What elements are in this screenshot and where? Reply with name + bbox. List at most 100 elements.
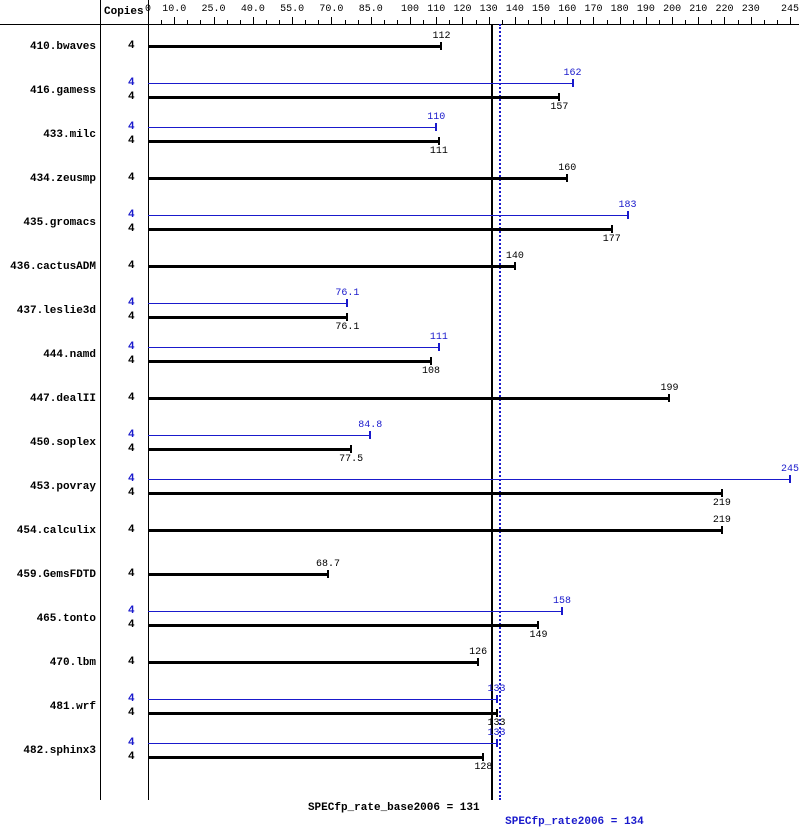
axis-minor-tick xyxy=(554,20,555,24)
axis-tick-label: 120 xyxy=(453,4,471,15)
copies-label-peak: 4 xyxy=(128,429,135,441)
bar-end-tick-base xyxy=(350,445,352,453)
copies-label-peak: 4 xyxy=(128,297,135,309)
bar-peak xyxy=(148,611,562,612)
bar-end-tick-peak xyxy=(627,211,629,219)
bar-base xyxy=(148,96,559,99)
axis-tick-label: 110 xyxy=(427,4,445,15)
axis-tick-label: 85.0 xyxy=(359,4,383,15)
bar-end-tick-base xyxy=(514,262,516,270)
bar-value-base: 128 xyxy=(474,762,492,773)
benchmark-label: 434.zeusmp xyxy=(30,173,96,185)
axis-major-tick xyxy=(567,17,568,24)
bar-base xyxy=(148,316,347,319)
axis-minor-tick xyxy=(358,20,359,24)
bar-end-tick-peak xyxy=(438,343,440,351)
copies-label-base: 4 xyxy=(128,355,135,367)
bar-base xyxy=(148,712,497,715)
bar-value-base: 160 xyxy=(558,163,576,174)
bar-end-tick-base xyxy=(438,137,440,145)
bar-value-peak: 84.8 xyxy=(358,420,382,431)
benchmark-label: 437.leslie3d xyxy=(17,305,96,317)
axis-tick-label: 210 xyxy=(689,4,707,15)
bar-base xyxy=(148,228,612,231)
benchmark-label: 465.tonto xyxy=(37,613,96,625)
bar-end-tick-base xyxy=(558,93,560,101)
copies-label-base: 4 xyxy=(128,707,135,719)
bar-base xyxy=(148,529,722,532)
bar-end-tick-peak xyxy=(496,695,498,703)
axis-minor-tick xyxy=(200,20,201,24)
copies-label-base: 4 xyxy=(128,619,135,631)
bar-base xyxy=(148,397,669,400)
copies-label-peak: 4 xyxy=(128,605,135,617)
bar-end-tick-base xyxy=(611,225,613,233)
bar-value-peak: 158 xyxy=(553,596,571,607)
bar-value-base: 219 xyxy=(713,515,731,526)
benchmark-label: 444.namd xyxy=(43,349,96,361)
bar-value-base: 177 xyxy=(603,234,621,245)
axis-minor-tick xyxy=(423,20,424,24)
bar-peak xyxy=(148,479,790,480)
axis-tick-label: 55.0 xyxy=(280,4,304,15)
copies-label: 4 xyxy=(128,260,135,272)
axis-tick-label: 25.0 xyxy=(202,4,226,15)
copies-col-border xyxy=(100,0,101,800)
copies-label-peak: 4 xyxy=(128,737,135,749)
axis-major-tick xyxy=(515,17,516,24)
copies-label-peak: 4 xyxy=(128,693,135,705)
bar-value-base: 219 xyxy=(713,498,731,509)
axis-minor-tick xyxy=(711,20,712,24)
bar-base xyxy=(148,756,483,759)
bar-value-base: 76.1 xyxy=(335,322,359,333)
benchmark-label: 435.gromacs xyxy=(23,217,96,229)
axis-major-tick xyxy=(593,17,594,24)
axis-major-tick xyxy=(436,17,437,24)
bar-base xyxy=(148,448,351,451)
bar-peak xyxy=(148,83,573,84)
benchmark-label: 481.wrf xyxy=(50,701,96,713)
benchmark-label: 410.bwaves xyxy=(30,41,96,53)
bar-base xyxy=(148,360,431,363)
bar-peak xyxy=(148,699,497,700)
axis-major-tick xyxy=(698,17,699,24)
copies-label-base: 4 xyxy=(128,751,135,763)
copies-label: 4 xyxy=(128,40,135,52)
copies-label-base: 4 xyxy=(128,135,135,147)
bar-base xyxy=(148,573,328,576)
axis-major-tick xyxy=(751,17,752,24)
axis-major-tick xyxy=(371,17,372,24)
axis-tick-label: 130 xyxy=(480,4,498,15)
axis-major-tick xyxy=(174,17,175,24)
bar-end-tick-base xyxy=(721,526,723,534)
axis-major-tick xyxy=(331,17,332,24)
axis-minor-tick xyxy=(633,20,634,24)
bar-end-tick-peak xyxy=(789,475,791,483)
bar-value-peak: 162 xyxy=(564,68,582,79)
benchmark-label: 450.soplex xyxy=(30,437,96,449)
copies-label-peak: 4 xyxy=(128,121,135,133)
bar-base xyxy=(148,492,722,495)
bar-end-tick-base xyxy=(496,709,498,717)
bar-base xyxy=(148,140,439,143)
axis-tick-label: 140 xyxy=(506,4,524,15)
axis-major-tick xyxy=(148,17,149,24)
axis-major-tick xyxy=(462,17,463,24)
bar-value-peak: 245 xyxy=(781,464,799,475)
axis-major-tick xyxy=(214,17,215,24)
axis-minor-tick xyxy=(502,20,503,24)
axis-minor-tick xyxy=(685,20,686,24)
axis-minor-tick xyxy=(240,20,241,24)
bar-end-tick-base xyxy=(537,621,539,629)
copies-label-base: 4 xyxy=(128,91,135,103)
bar-value-base: 157 xyxy=(550,102,568,113)
bar-end-tick-peak xyxy=(435,123,437,131)
axis-tick-label: 100 xyxy=(401,4,419,15)
bar-peak xyxy=(148,127,436,128)
benchmark-label: 482.sphinx3 xyxy=(23,745,96,757)
bar-peak xyxy=(148,743,497,744)
axis-tick-label: 70.0 xyxy=(319,4,343,15)
benchmark-label: 436.cactusADM xyxy=(10,261,96,273)
axis-minor-tick xyxy=(187,20,188,24)
bar-end-tick-base xyxy=(668,394,670,402)
